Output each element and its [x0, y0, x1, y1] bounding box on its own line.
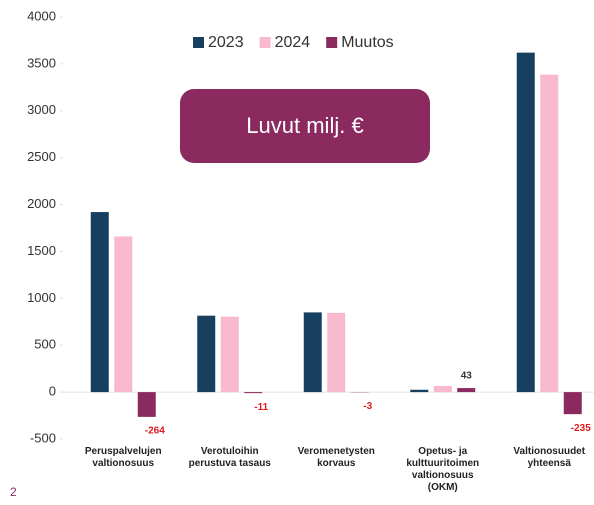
y-tick-label: 3000 — [27, 102, 56, 117]
x-tick-label: Valtionosuudet yhteensä — [513, 446, 586, 469]
y-tick-label: 1500 — [27, 243, 56, 258]
data-label: -3 — [363, 401, 372, 412]
x-tick-label: Peruspalvelujen valtionosuus — [84, 446, 162, 469]
y-tick-label: 0 — [49, 384, 56, 399]
bar — [114, 236, 133, 393]
data-label: -235 — [571, 423, 591, 434]
bar — [90, 212, 109, 393]
bar — [540, 74, 559, 393]
bar — [137, 392, 156, 417]
x-tick-label: Verotuloihin perustuva tasaus — [188, 446, 271, 469]
y-tick-label: 2500 — [27, 149, 56, 164]
bar — [516, 52, 535, 393]
data-label: -11 — [254, 402, 268, 413]
legend-swatch — [259, 37, 271, 48]
bar — [457, 388, 476, 393]
bar — [197, 315, 216, 393]
bar — [433, 386, 452, 393]
y-tick-label: 500 — [34, 337, 56, 352]
legend-label: Muutos — [341, 34, 393, 51]
y-tick-label: 4000 — [27, 8, 56, 23]
bar — [303, 312, 322, 393]
bar — [410, 389, 429, 393]
legend-label: 2024 — [275, 34, 311, 51]
annotation: Luvut milj. € — [246, 113, 363, 138]
legend-swatch — [326, 37, 338, 48]
y-tick-label: 3500 — [27, 55, 56, 70]
x-tick-label: Opetus- ja kulttuuritoimen valtionosuus … — [406, 446, 480, 493]
y-tick-label: 2000 — [27, 196, 56, 211]
annotation-box — [180, 89, 430, 163]
y-tick-label: -500 — [30, 430, 56, 445]
legend-label: 2023 — [208, 34, 244, 51]
bar — [220, 316, 239, 393]
bar — [244, 392, 263, 394]
data-label: -264 — [145, 426, 165, 437]
y-tick-label: 1000 — [27, 290, 56, 305]
data-label: 43 — [461, 371, 473, 382]
x-tick-label: Veromenetysten korvaus — [297, 446, 375, 469]
bar — [327, 312, 346, 393]
page-number: 2 — [10, 485, 17, 499]
legend-swatch — [193, 37, 204, 48]
bar — [563, 392, 582, 415]
